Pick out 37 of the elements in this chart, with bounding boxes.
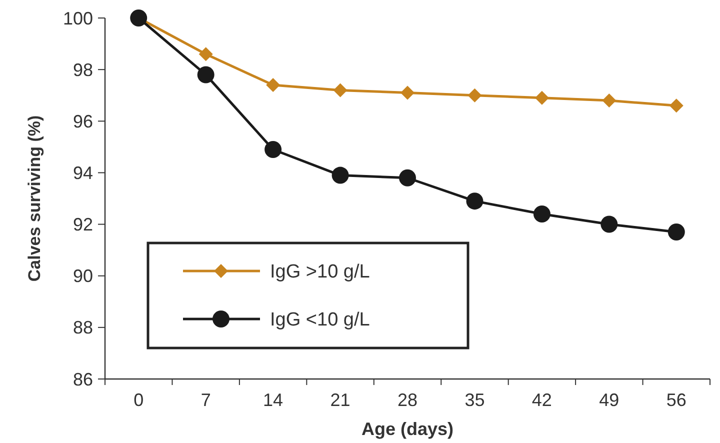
point — [197, 66, 214, 84]
point — [669, 98, 684, 113]
legend-label: IgG <10 g/L — [270, 310, 370, 331]
y-tick-label: 92 — [72, 214, 93, 235]
point — [332, 166, 349, 184]
x-tick-label: 28 — [397, 390, 418, 410]
point — [266, 78, 280, 92]
x-tick-label: 14 — [263, 390, 284, 410]
y-tick-label: 96 — [72, 111, 93, 132]
point — [533, 205, 550, 222]
point — [400, 86, 414, 100]
point — [198, 47, 213, 62]
x-tick-label: 0 — [134, 390, 144, 410]
point — [602, 94, 616, 108]
point — [264, 141, 282, 158]
point — [600, 216, 618, 233]
x-axis-title: Age (days) — [361, 419, 454, 439]
x-tick-label: 49 — [599, 390, 620, 410]
legend-label: IgG >10 g/L — [270, 262, 370, 283]
y-tick-label: 100 — [62, 8, 93, 28]
y-tick-label: 88 — [72, 318, 93, 338]
x-tick-label: 56 — [666, 390, 686, 410]
x-tick-label: 42 — [532, 390, 552, 410]
y-axis-title: Calves surviving (%) — [25, 115, 44, 282]
point — [534, 90, 549, 105]
point — [399, 169, 416, 186]
point — [333, 83, 348, 98]
x-tick-label: 35 — [464, 390, 485, 410]
point — [466, 192, 484, 210]
y-tick-label: 98 — [72, 60, 93, 80]
y-tick-label: 94 — [72, 163, 93, 184]
point — [668, 224, 685, 241]
y-tick-label: 86 — [72, 369, 93, 390]
x-tick-label: 7 — [200, 390, 211, 410]
x-tick-label: 21 — [330, 390, 350, 410]
point — [468, 88, 482, 102]
y-tick-label: 90 — [72, 266, 93, 286]
